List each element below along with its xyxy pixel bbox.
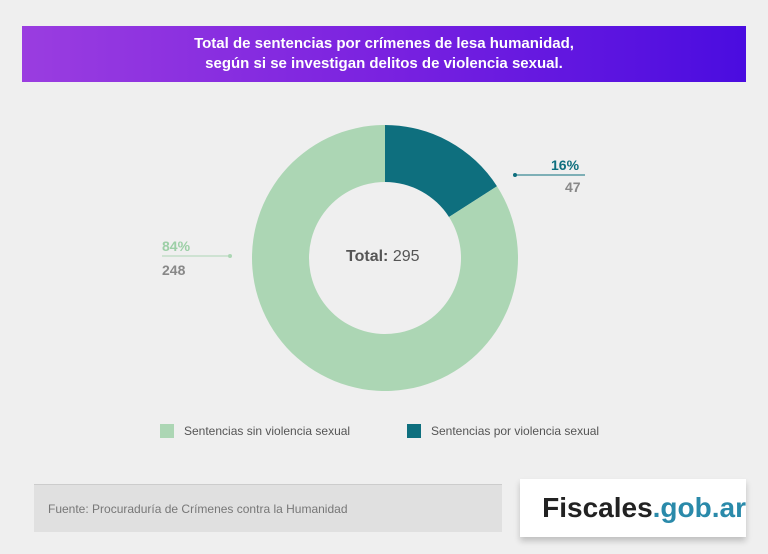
leader-dot [513,173,517,177]
chart-subtitle: según si se investigan delitos de violen… [205,55,563,72]
label-percent-sexual: 16% [551,157,580,173]
legend-item-sin: Sentencias sin violencia sexual [160,424,350,438]
chart-title-banner: Total de sentencias por crímenes de lesa… [22,26,746,82]
legend-label: Sentencias sin violencia sexual [184,424,351,438]
label-value-sin: 248 [162,262,186,278]
legend-label: Sentencias por violencia sexual [431,424,600,438]
legend-swatch [407,424,421,438]
logo-suffix: .gob.ar [652,492,746,523]
donut-slice-1 [252,125,518,392]
label-value-sexual: 47 [565,179,581,195]
logo-text: Fiscales.gob.ar [542,492,746,524]
total-label-text: Total: [346,248,389,265]
total-value: 295 [392,248,420,265]
chart-title: Total de sentencias por crímenes de lesa… [194,35,574,52]
source-note: Fuente: Procuraduría de Crímenes contra … [34,484,502,532]
legend-swatch [160,424,174,438]
label-percent-sin: 84% [162,238,191,254]
logo-flag-icon [536,493,537,504]
donut-slice-0 [385,125,497,218]
fiscales-logo: Fiscales.gob.ar [520,479,746,537]
logo-main: Fiscales [542,492,653,523]
total-label: Total: 295 [346,248,420,266]
leader-dot [228,254,232,258]
legend-item-sexual: Sentencias por violencia sexual [407,424,599,438]
